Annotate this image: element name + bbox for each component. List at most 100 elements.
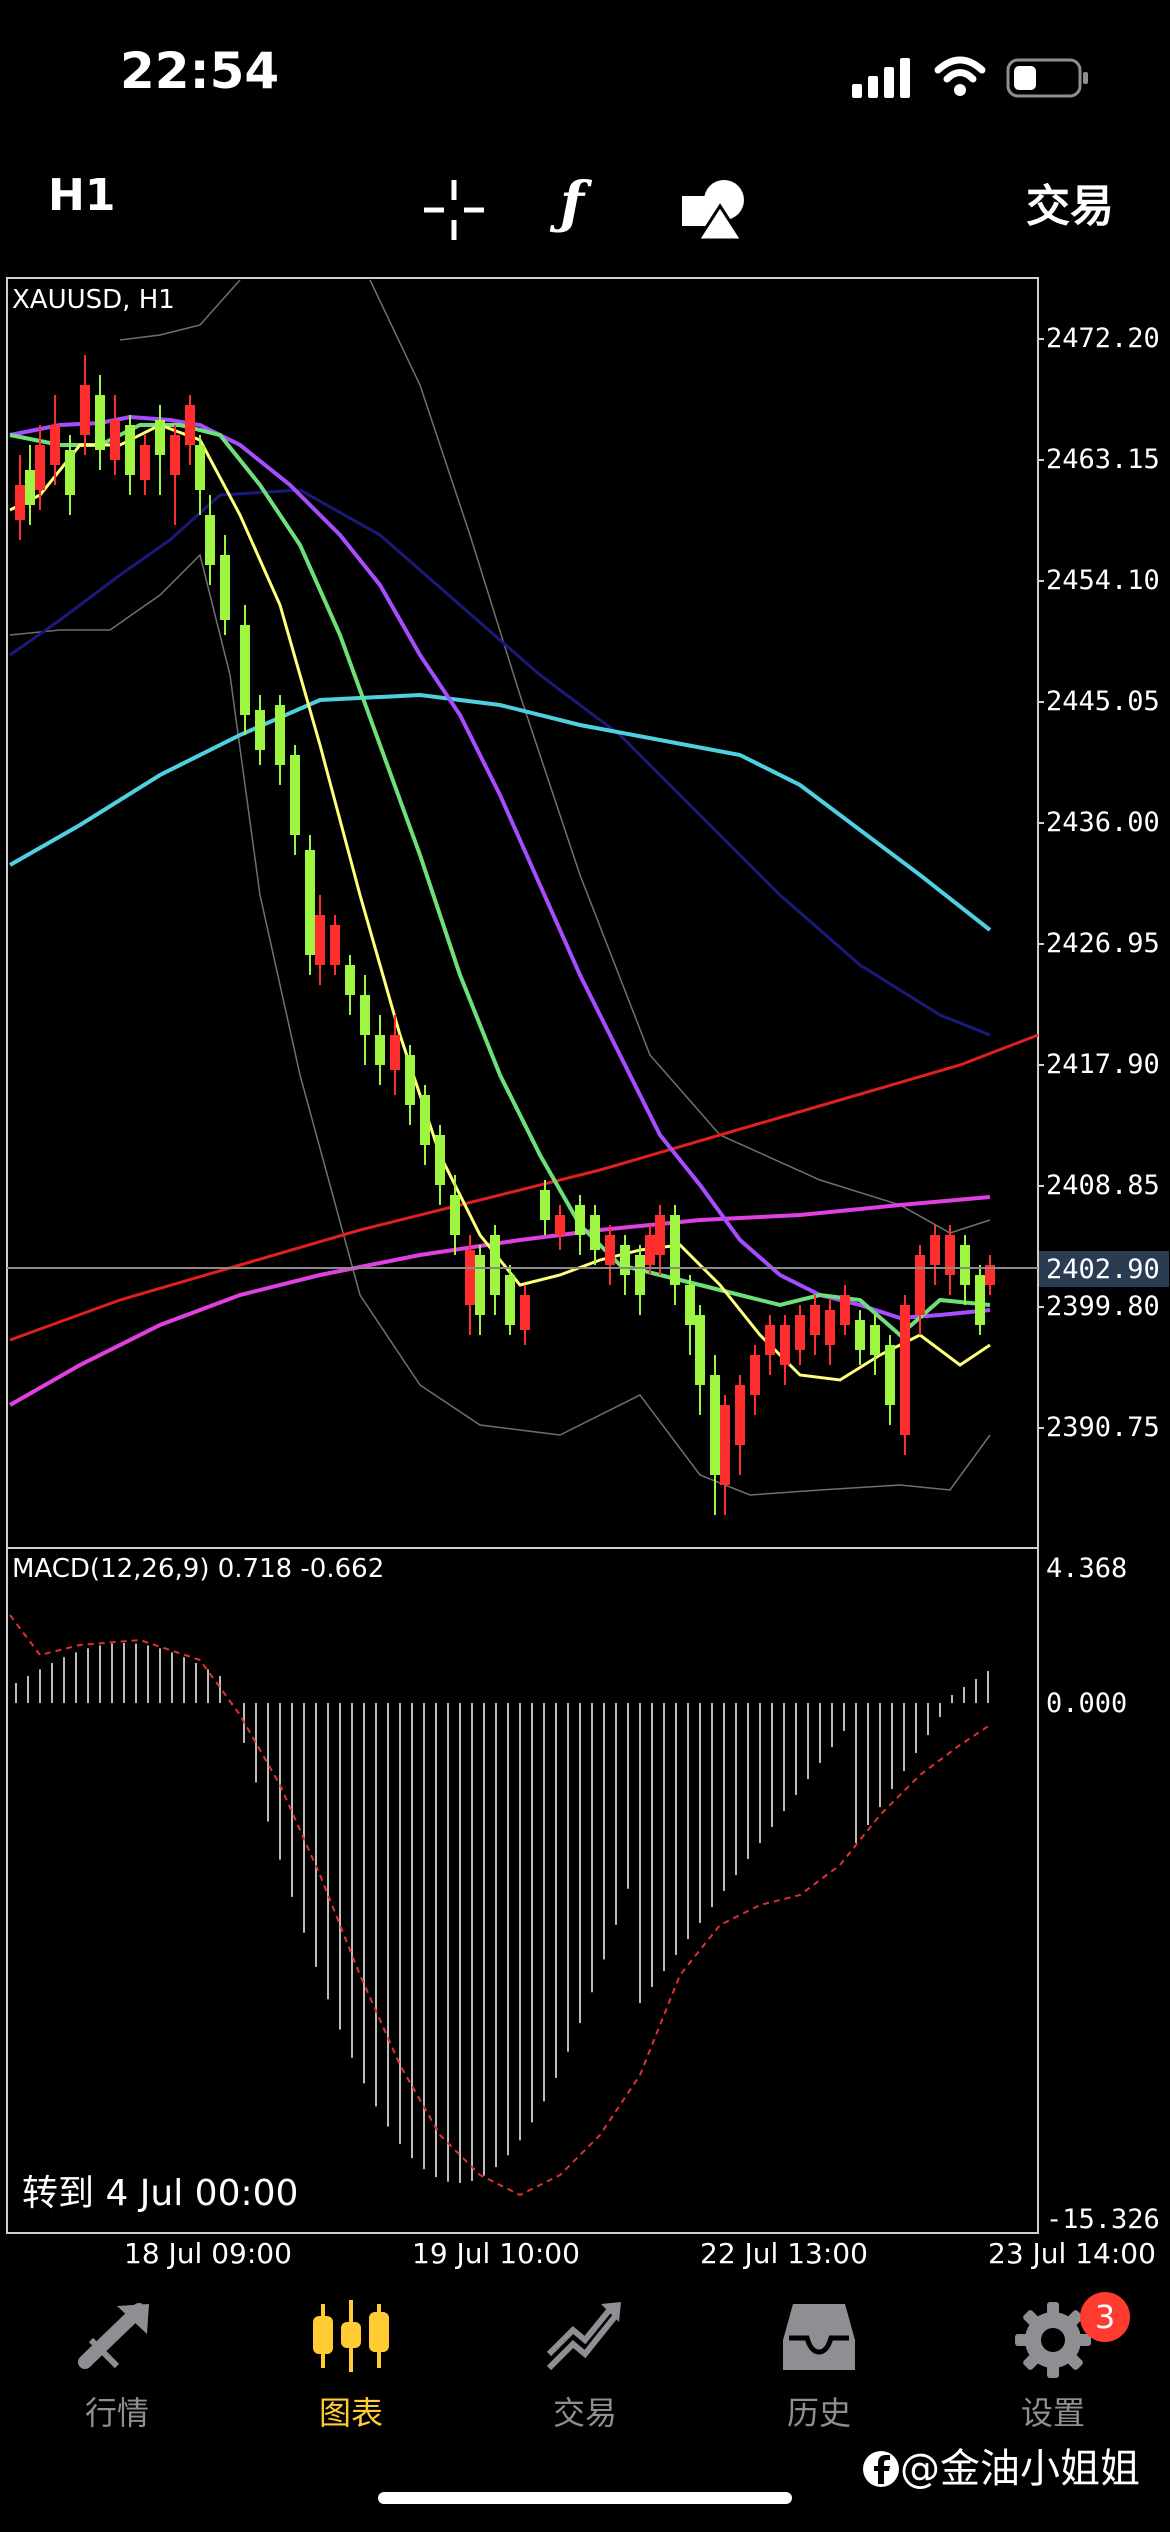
indicators-button[interactable]: ƒ [560, 170, 585, 236]
macd-bar [459, 1703, 461, 2183]
macd-bar [543, 1703, 545, 2102]
shapes-icon[interactable] [680, 178, 748, 242]
macd-bar [27, 1676, 29, 1703]
macd-bar [15, 1683, 17, 1703]
trade-button[interactable]: 交易 [1026, 181, 1114, 232]
timeframe-button[interactable]: H1 [48, 170, 116, 221]
macd-bar [423, 1703, 425, 2170]
macd-bar [711, 1703, 713, 1907]
candle-body [885, 1345, 895, 1405]
signal-icon [852, 58, 910, 98]
history-icon [783, 2304, 855, 2370]
candle-body [825, 1310, 835, 1345]
macd-bar [111, 1643, 113, 1703]
candle-body [490, 1235, 500, 1295]
chart-area[interactable]: 2472.20 2463.15 2454.10 2445.05 2436.00 2426.… [0, 275, 1170, 2275]
candle-body [140, 445, 150, 480]
candle-body [685, 1285, 695, 1325]
macd-bar [399, 1703, 401, 2144]
status-time: 22:54 [120, 42, 280, 100]
macd-bar [207, 1669, 209, 1703]
macd-bar [555, 1703, 557, 2078]
candle-body [330, 925, 340, 965]
macd-bar [759, 1703, 761, 1843]
macd-bar [519, 1703, 521, 2141]
macd-bar [87, 1648, 89, 1703]
macd-bar [135, 1643, 137, 1703]
macd-bar [495, 1703, 497, 2168]
nav-chart-label: 图表 [318, 2394, 383, 2432]
goto-date-label[interactable]: 转到 4 Jul 00:00 [22, 2173, 298, 2214]
candle-body [655, 1215, 665, 1255]
price-axis: 2472.20 2463.15 2454.10 2445.05 2436.00 2426.… [1038, 323, 1160, 1443]
macd-bar [291, 1703, 293, 1897]
settings-badge: 3 [1080, 2292, 1130, 2342]
candle-body [780, 1325, 790, 1365]
candle-body [220, 555, 230, 620]
candle-body [635, 1255, 645, 1295]
nav-settings-label: 设置 [1020, 2394, 1085, 2432]
candle-body [240, 625, 250, 715]
candle-body [855, 1320, 865, 1350]
macd-bar [603, 1703, 605, 1960]
trade-icon [546, 2302, 621, 2371]
wifi-icon [934, 56, 986, 96]
candle-body [35, 445, 45, 490]
time-tick-4: 23 Jul 14:00 [988, 2237, 1156, 2270]
macd-bar [579, 1703, 581, 2024]
candle-body [810, 1305, 820, 1335]
chart-svg[interactable]: 2472.20 2463.15 2454.10 2445.05 2436.00 2426.… [0, 275, 1170, 2275]
candle-body [735, 1385, 745, 1445]
macd-bar [615, 1703, 617, 1925]
battery-icon [1006, 58, 1088, 98]
candle-body [205, 515, 215, 565]
macd-bar [303, 1703, 305, 1933]
candle-body [435, 1135, 445, 1185]
settings-icon [1015, 2302, 1091, 2378]
candle-body [50, 425, 60, 465]
macd-bar [75, 1652, 77, 1703]
symbol-label: XAUUSD, H1 [12, 285, 175, 315]
macd-bar [627, 1703, 629, 1889]
macd-bar [339, 1703, 341, 2030]
macd-bar [279, 1703, 281, 1860]
trendline-red [9, 1033, 1039, 1342]
macd-bar [39, 1669, 41, 1703]
macd-bar [663, 1703, 665, 1971]
candle-body [155, 420, 165, 455]
nav-chart[interactable]: 图表 [234, 2270, 468, 2470]
candle-body [80, 385, 90, 435]
candle-body [390, 1035, 400, 1070]
macd-bar [807, 1703, 809, 1779]
nav-history[interactable]: 历史 [702, 2270, 936, 2470]
chart-toolbar: H1 ƒ 交易 [0, 150, 1170, 280]
candle-body [275, 705, 285, 765]
candle-body [930, 1235, 940, 1265]
nav-quotes[interactable]: 行情 [0, 2270, 234, 2470]
macd-bar [375, 1703, 377, 2107]
macd-bar [963, 1687, 965, 1703]
macd-bar [879, 1703, 881, 1807]
nav-settings[interactable]: 3 设置 [936, 2270, 1170, 2470]
macd-signal-polyline [9, 1614, 991, 2197]
nav-trade[interactable]: 交易 [468, 2270, 702, 2470]
candle-body [695, 1315, 705, 1385]
time-tick-1: 18 Jul 09:00 [124, 2237, 292, 2270]
macd-bar [219, 1676, 221, 1703]
macd-bar [591, 1703, 593, 1993]
crosshair-icon[interactable] [422, 178, 486, 242]
candle-body [960, 1245, 970, 1285]
macd-signal-line [9, 1614, 991, 2197]
macd-bar [267, 1703, 269, 1822]
macd-bar [939, 1703, 941, 1717]
macd-bar [831, 1703, 833, 1747]
candle-body [420, 1095, 430, 1145]
price-tick-label: 2399.80 [1046, 1291, 1160, 1322]
macd-bar [687, 1703, 689, 1939]
macd-bar [639, 1703, 641, 2003]
bollinger-upper-line [119, 279, 241, 341]
macd-tick-zero: 0.000 [1046, 1688, 1127, 1719]
macd-bar [975, 1679, 977, 1703]
macd-bar [915, 1703, 917, 1753]
home-indicator [378, 2492, 792, 2504]
